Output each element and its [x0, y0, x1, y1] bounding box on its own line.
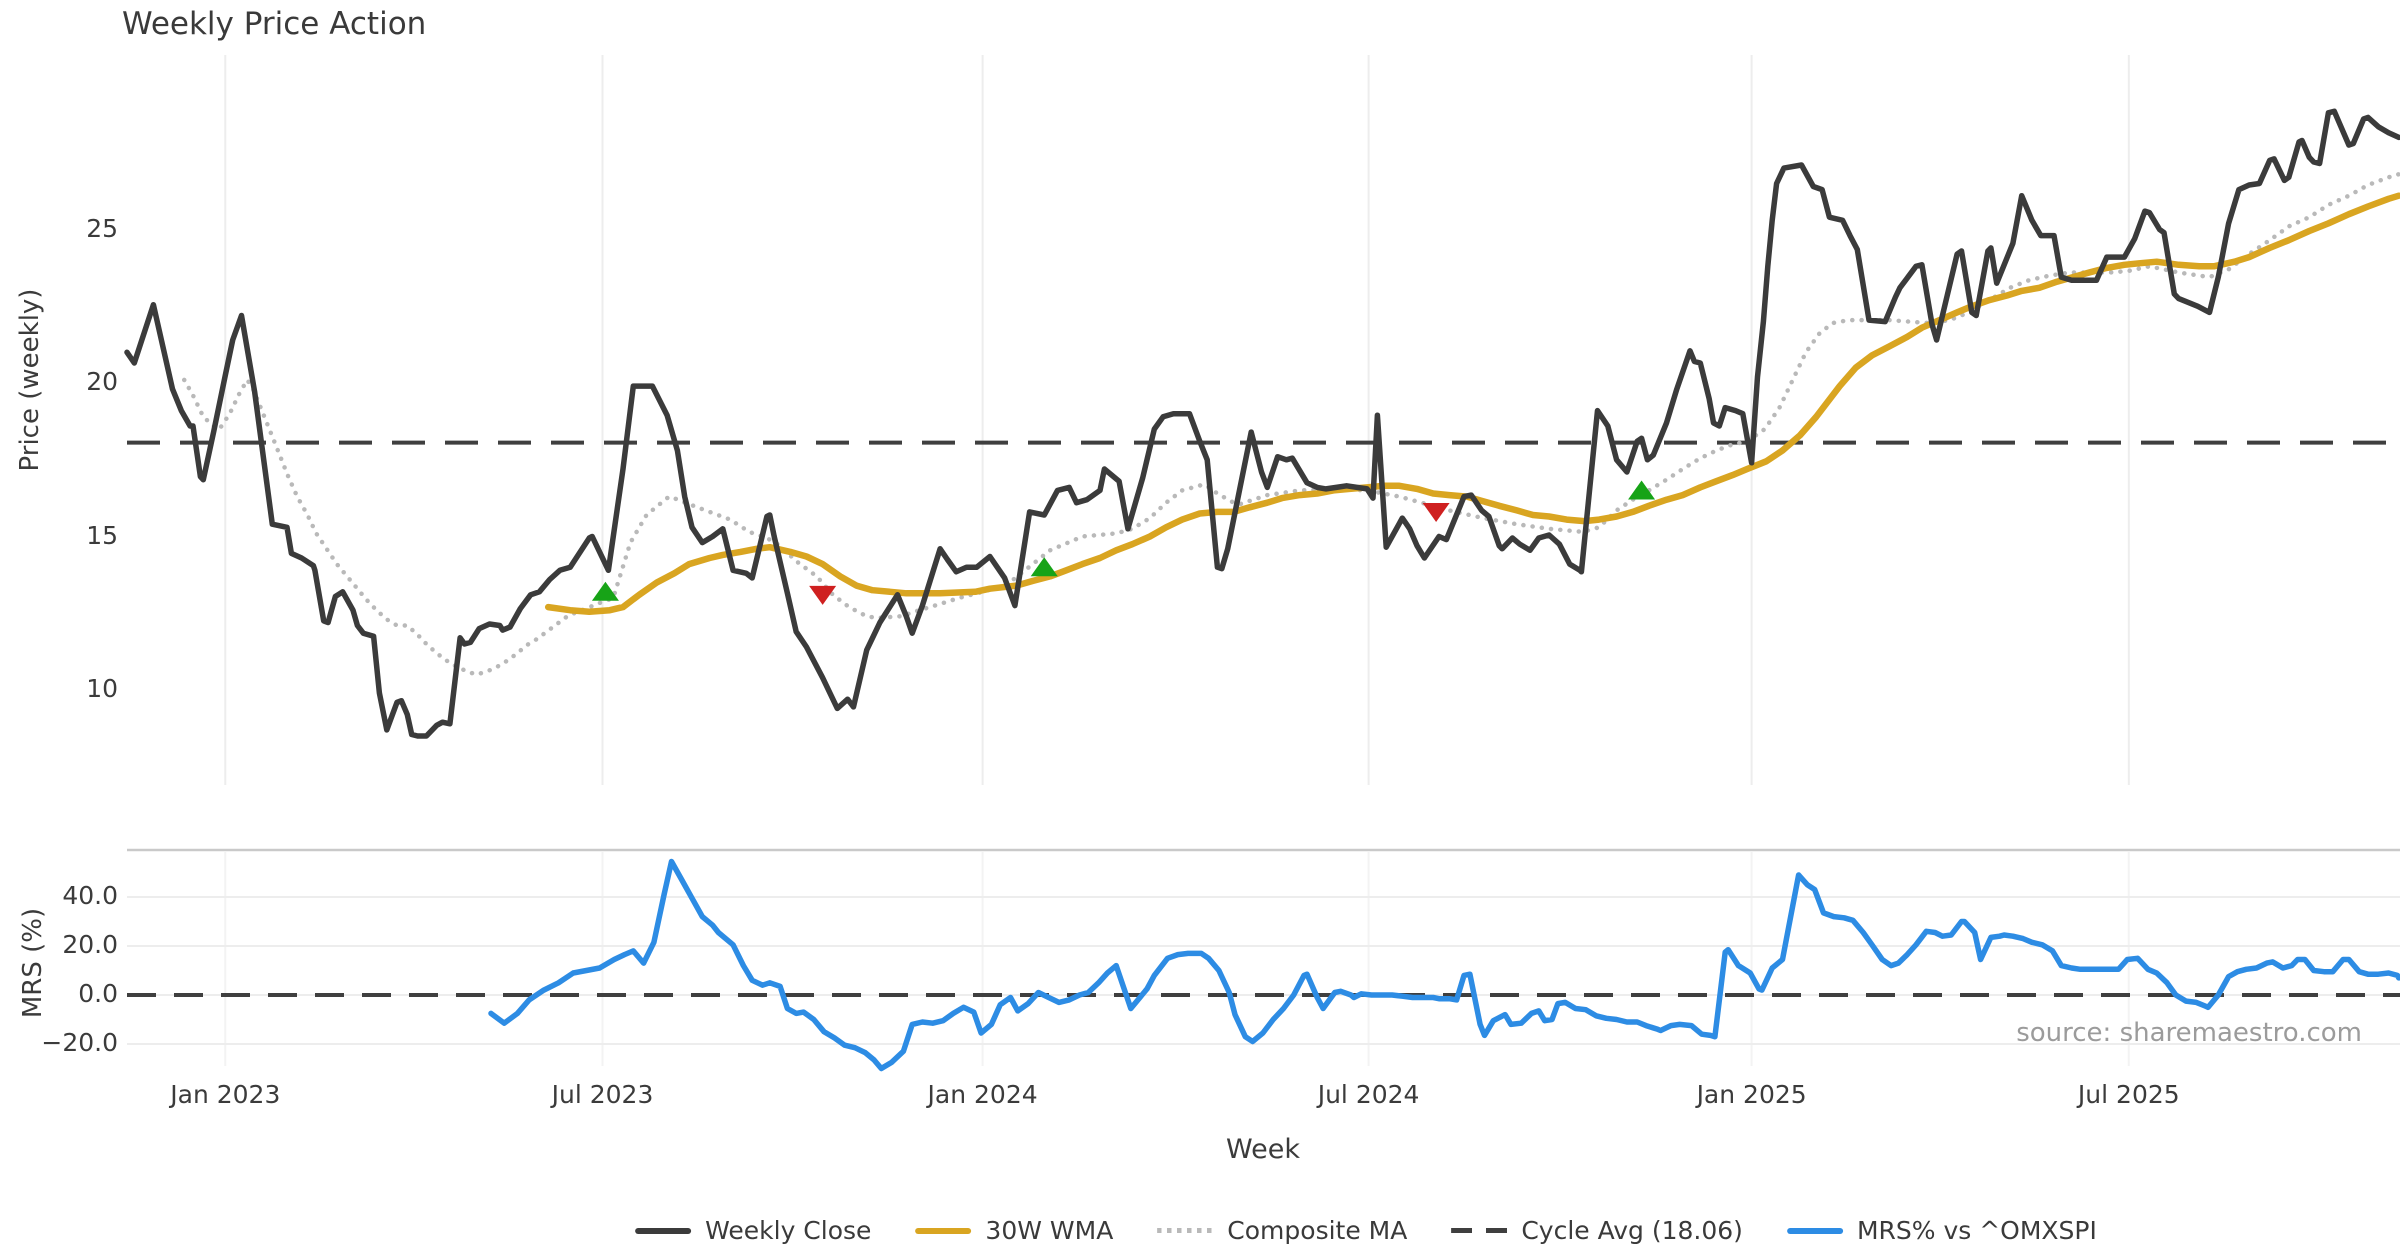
- legend-label: MRS% vs ^OMXSPI: [1856, 1216, 2097, 1245]
- legend-item: Cycle Avg (18.06): [1451, 1216, 1743, 1245]
- weekly-close-line: [124, 108, 2400, 739]
- buy-signal-marker: [1030, 557, 1058, 577]
- legend-item: Composite MA: [1157, 1216, 1407, 1245]
- legend-label: Composite MA: [1227, 1216, 1408, 1245]
- source-credit: source: sharemaestro.com: [2016, 1018, 2362, 1048]
- price-y-tick-label: 15: [86, 520, 118, 550]
- x-tick-label: Jan 2023: [170, 1080, 281, 1109]
- x-tick-label: Jul 2024: [1317, 1080, 1420, 1109]
- legend-item: Weekly Close: [635, 1216, 871, 1245]
- composite-ma-line: [181, 171, 2400, 677]
- legend-label: 30W WMA: [985, 1216, 1114, 1245]
- mrs-y-tick-label: 40.0: [62, 881, 118, 910]
- price-axis-label: Price (weekly): [15, 288, 45, 472]
- x-axis-label: Week: [1226, 1134, 1300, 1165]
- wma30-line: [544, 192, 2400, 615]
- x-tick-label: Jul 2025: [2077, 1080, 2180, 1109]
- legend-swatch-solid: [1786, 1227, 1843, 1234]
- legend-swatch-dashed: [1451, 1228, 1508, 1233]
- legend-label: Weekly Close: [705, 1216, 872, 1245]
- x-tick-label: Jul 2023: [551, 1080, 654, 1109]
- price-y-tick-label: 10: [86, 674, 118, 703]
- sell-signal-marker: [809, 585, 837, 605]
- mrs-y-tick-label: 0.0: [78, 979, 118, 1008]
- mrs-axis-label: MRS (%): [18, 907, 48, 1019]
- legend-swatch-dotted: [1157, 1228, 1214, 1233]
- legend: Weekly Close 30W WMA Composite MA Cycle Avg…: [635, 1216, 2097, 1245]
- mrs-line: [488, 858, 2400, 1072]
- legend-label: Cycle Avg (18.06): [1521, 1216, 1743, 1245]
- buy-signal-marker: [1628, 480, 1656, 500]
- mrs-y-tick-label: 20.0: [62, 930, 118, 959]
- sell-signal-marker: [1422, 502, 1450, 522]
- legend-swatch-solid: [915, 1227, 972, 1234]
- x-tick-label: Jan 2024: [927, 1080, 1038, 1109]
- mrs-y-tick-label: −20.0: [41, 1028, 118, 1057]
- price-y-tick-label: 25: [86, 213, 118, 243]
- x-tick-label: Jan 2025: [1696, 1080, 1807, 1109]
- price-y-tick-label: 20: [86, 367, 118, 396]
- chart-title: Weekly Price Action: [122, 6, 427, 42]
- legend-item: 30W WMA: [915, 1216, 1113, 1245]
- buy-signal-marker: [591, 581, 619, 601]
- legend-swatch-solid: [635, 1227, 692, 1234]
- legend-item: MRS% vs ^OMXSPI: [1786, 1216, 2097, 1245]
